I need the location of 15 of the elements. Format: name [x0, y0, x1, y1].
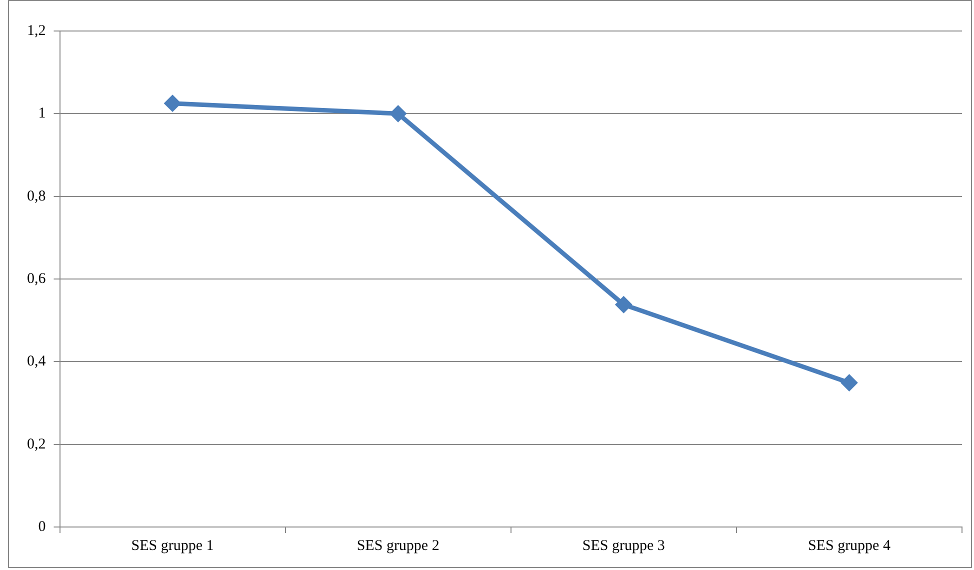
- y-tick-label: 0,4: [27, 354, 46, 370]
- y-tick-label: 0,6: [27, 270, 46, 287]
- x-tick-label: SES gruppe 4: [808, 538, 891, 554]
- x-tick-label: SES gruppe 3: [582, 538, 665, 554]
- x-tick-label: SES gruppe 1: [131, 538, 214, 554]
- y-tick-label: 1,2: [27, 22, 46, 39]
- y-tick-label: 0,8: [27, 188, 46, 204]
- point: [390, 105, 407, 122]
- x-tick-label: SES gruppe 2: [356, 538, 440, 554]
- y-tick-label: 1: [38, 106, 46, 122]
- point: [164, 94, 182, 112]
- y-tick-label: 0,2: [27, 436, 46, 452]
- point: [840, 374, 858, 392]
- y-tick-label: 0: [38, 518, 46, 535]
- point: [615, 296, 632, 314]
